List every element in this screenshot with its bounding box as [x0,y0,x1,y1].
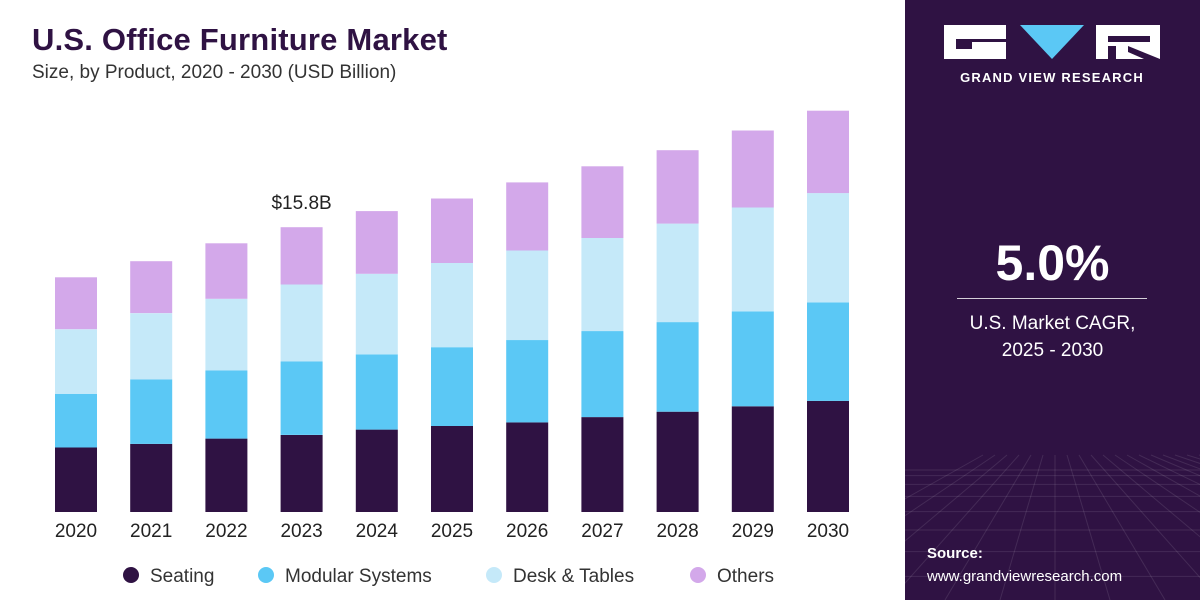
bar-desk-tables-2023 [280,284,323,362]
grid-line [905,454,984,500]
source-url[interactable]: www.grandviewresearch.com [927,568,1123,585]
cagr-value: 5.0% [995,235,1110,291]
grid-line [905,454,1020,584]
bar-modular-systems-2021 [130,379,173,444]
bar-modular-systems-2020 [55,393,97,448]
bar-others-2029 [731,130,774,208]
x-tick-label-2025: 2025 [431,521,473,542]
legend-label-seating: Seating [150,566,214,587]
bar-desk-tables-2022 [205,298,248,371]
cagr-divider [957,298,1147,299]
bar-modular-systems-2027 [581,331,624,418]
x-tick-label-2030: 2030 [807,521,849,542]
bar-seating-2022 [205,438,248,512]
chart-title: U.S. Office Furniture Market [32,22,448,57]
x-tick-label-2021: 2021 [130,521,172,542]
bar-desk-tables-2021 [130,313,173,380]
bar-others-2028 [656,150,699,224]
bar-desk-tables-2030 [807,193,849,303]
grid-line [1066,454,1111,600]
cagr-label: U.S. Market CAGR, 2025 - 2030 [905,310,1200,364]
bar-seating-2024 [355,429,398,512]
bar-seating-2030 [807,400,849,512]
bar-seating-2020 [55,447,97,512]
bar-seating-2029 [731,406,774,512]
bar-others-2023 [280,227,323,285]
x-tick-label-2024: 2024 [356,521,399,542]
annotation-label-2023: $15.8B [271,193,331,214]
bar-desk-tables-2026 [506,250,549,341]
grid-line [1174,454,1200,464]
bar-others-2024 [355,211,398,274]
bar-others-2026 [506,182,549,251]
stacked-bar-chart: 2020 2021 2022 $15.8B 2023 2024 2025 2026 2027 20… [55,110,849,587]
x-tick-label-2020: 2020 [55,521,97,542]
bar-modular-systems-2022 [205,370,248,439]
legend-swatch-others [690,567,706,583]
bar-seating-2026 [506,422,549,512]
cagr-label-line1: U.S. Market CAGR, [969,313,1136,334]
bar-others-2025 [431,198,473,263]
chart-subtitle: Size, by Product, 2020 - 2030 (USD Billi… [32,62,397,83]
legend: Seating Modular Systems Desk & Tables Other… [123,566,774,587]
x-tick-label-2027: 2027 [581,521,623,542]
x-tick-label-2029: 2029 [732,521,774,542]
grid-line [999,454,1044,600]
x-tick-label-2023: 2023 [280,521,322,542]
grid-background-decoration [905,454,1200,600]
gvr-logo-mark [944,25,1160,59]
cagr-label-line2: 2025 - 2030 [1001,340,1104,361]
bar-seating-2025 [431,426,473,512]
grand-view-research-logo: GRAND VIEW RESEARCH [942,22,1162,85]
bar-modular-systems-2024 [355,354,398,430]
bar-others-2021 [130,261,173,314]
bar-seating-2023 [280,435,323,512]
legend-label-others: Others [717,566,774,587]
grid-line [1078,454,1166,600]
legend-swatch-desk-tables [486,567,502,583]
bar-seating-2028 [656,411,699,512]
bar-seating-2021 [130,443,173,512]
bar-desk-tables-2029 [731,207,774,312]
legend-swatch-modular-systems [258,567,274,583]
grid-line [1102,454,1200,538]
grid-line [1138,454,1200,485]
bar-others-2027 [581,166,624,238]
bar-desk-tables-2024 [355,273,398,355]
x-tick-label-2028: 2028 [656,521,698,542]
grid-line [1090,454,1200,579]
x-tick-label-2026: 2026 [506,521,548,542]
source-label: Source: [927,545,983,562]
bar-modular-systems-2026 [506,340,549,423]
x-tick-label-2022: 2022 [205,521,247,542]
grid-line [1126,454,1200,497]
grid-line [944,454,1032,600]
brand-name: GRAND VIEW RESEARCH [960,70,1144,85]
bar-modular-systems-2029 [731,311,774,407]
bar-modular-systems-2030 [807,302,849,401]
bar-desk-tables-2027 [581,237,624,331]
grid-line [1150,454,1200,477]
chart-area: U.S. Office Furniture Market Size, by Pr… [32,22,850,587]
bar-desk-tables-2025 [431,263,473,348]
legend-label-modular-systems: Modular Systems [285,566,432,587]
bar-modular-systems-2023 [280,361,323,435]
bar-others-2020 [55,277,97,330]
legend-label-desk-tables: Desk & Tables [513,566,634,587]
bar-desk-tables-2028 [656,223,699,323]
side-panel: GRAND VIEW RESEARCH 5.0% U.S. Market CAG… [905,0,1200,600]
grid-line [905,454,1008,542]
bar-others-2030 [807,110,849,194]
grid-line [1114,454,1200,513]
grid-line [1162,454,1200,470]
grid-line [905,454,996,517]
bar-seating-2027 [581,417,624,512]
bars [55,110,849,512]
bar-modular-systems-2025 [431,347,473,426]
bar-desk-tables-2020 [55,329,97,394]
legend-swatch-seating [123,567,139,583]
bar-others-2022 [205,243,248,299]
bar-modular-systems-2028 [656,322,699,412]
